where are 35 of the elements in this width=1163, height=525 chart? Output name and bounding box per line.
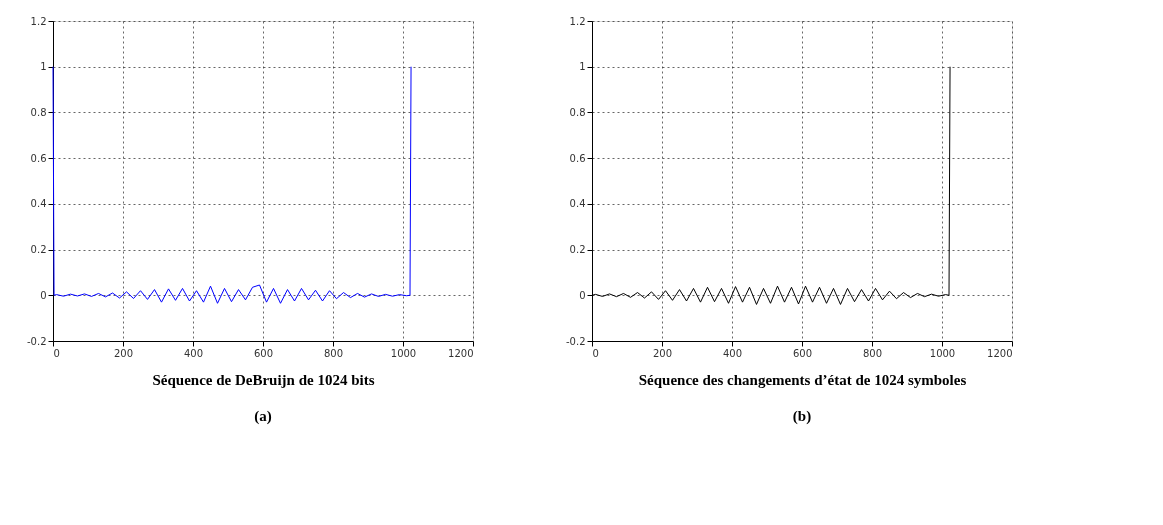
y-tick-label: 0.4 bbox=[30, 198, 47, 210]
text: (b) bbox=[792, 408, 812, 425]
y-tick-label: 0.8 bbox=[30, 106, 47, 118]
y-tick-label: 0.4 bbox=[569, 198, 586, 210]
y-tick-label: 0.8 bbox=[569, 106, 586, 118]
y-tick-label: 1 bbox=[579, 61, 586, 73]
x-tick-label: 200 bbox=[113, 347, 134, 359]
y-tick-label: 0.2 bbox=[30, 244, 47, 256]
x-tick-label: 400 bbox=[183, 347, 204, 359]
x-tick-label: 600 bbox=[792, 347, 813, 359]
x-tick-label: 1000 bbox=[929, 347, 956, 359]
x-tick-label: 1200 bbox=[987, 347, 1013, 359]
x-tick-label: 1200 bbox=[448, 347, 474, 359]
x-tick-label: 0 bbox=[592, 347, 599, 359]
line-series bbox=[52, 66, 412, 304]
y-tick-label: 1 bbox=[40, 61, 47, 73]
y-tick-label: 0.6 bbox=[30, 152, 47, 164]
y-tick-label: 0 bbox=[40, 289, 47, 301]
y-tick-label: 1.2 bbox=[569, 15, 586, 27]
y-tick-label: 0 bbox=[579, 289, 586, 301]
x-tick-label: 600 bbox=[253, 347, 274, 359]
x-tick-label: 0 bbox=[53, 347, 60, 359]
text: (a) bbox=[254, 408, 272, 425]
x-tick-label: 800 bbox=[862, 347, 883, 359]
y-tick-label: 0.6 bbox=[569, 152, 586, 164]
y-tick-label: 1.2 bbox=[30, 15, 47, 27]
x-tick-label: 800 bbox=[323, 347, 344, 359]
x-tick-label: 200 bbox=[652, 347, 673, 359]
y-tick-label: -0.2 bbox=[26, 335, 47, 347]
y-tick-label: -0.2 bbox=[565, 335, 586, 347]
x-axis-title: Séquence des changements d’état de 1024 symboles bbox=[638, 371, 967, 388]
x-tick-label: 1000 bbox=[390, 347, 417, 359]
x-axis-title: Séquence de DeBruijn de 1024 bits bbox=[152, 371, 375, 388]
x-tick-label: 400 bbox=[722, 347, 743, 359]
y-tick-label: 0.2 bbox=[569, 244, 586, 256]
